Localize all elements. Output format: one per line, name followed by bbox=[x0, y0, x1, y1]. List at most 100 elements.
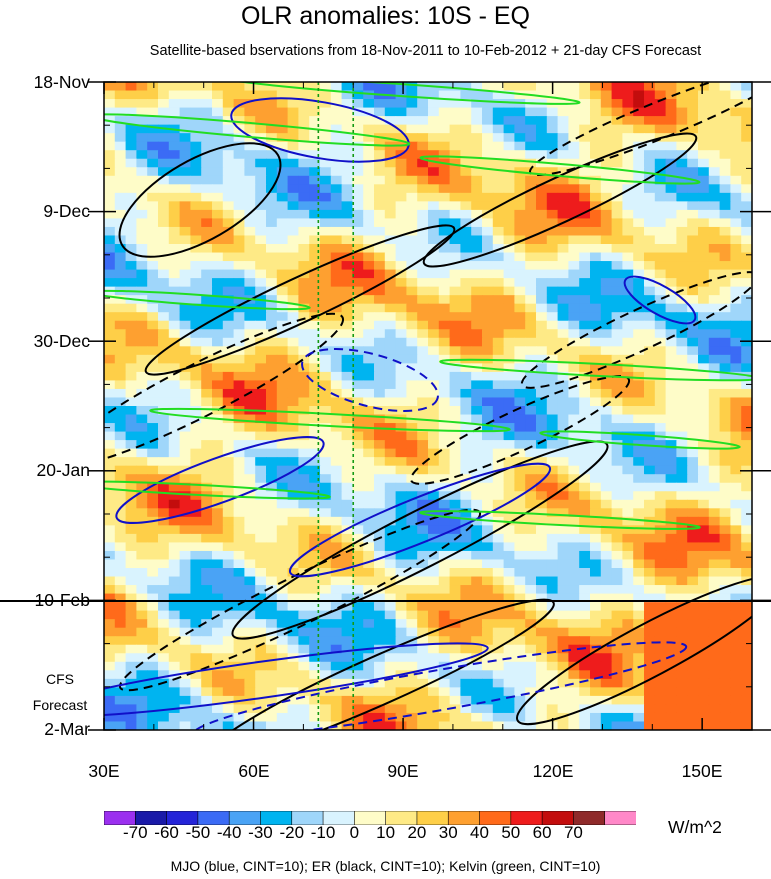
anomaly-cell bbox=[287, 209, 299, 220]
anomaly-cell bbox=[438, 457, 451, 467]
anomaly-cell bbox=[687, 661, 699, 671]
anomaly-cell bbox=[255, 627, 267, 637]
anomaly-cell bbox=[287, 448, 299, 458]
anomaly-cell bbox=[212, 201, 224, 211]
anomaly-cell bbox=[708, 312, 721, 322]
anomaly-cell bbox=[341, 295, 353, 305]
anomaly-cell bbox=[590, 474, 602, 484]
anomaly-cell bbox=[568, 406, 580, 416]
anomaly-cell bbox=[222, 303, 235, 313]
anomaly-cell bbox=[698, 388, 710, 399]
anomaly-cell bbox=[676, 312, 688, 322]
anomaly-cell bbox=[244, 235, 256, 245]
anomaly-cell bbox=[363, 99, 375, 109]
colorbar-tick-label: 10 bbox=[376, 823, 396, 842]
anomaly-cell bbox=[503, 252, 515, 262]
anomaly-cell bbox=[741, 448, 752, 458]
anomaly-cell bbox=[341, 678, 353, 688]
anomaly-cell bbox=[212, 175, 224, 185]
anomaly-cell bbox=[579, 150, 591, 160]
anomaly-cell bbox=[363, 192, 375, 202]
anomaly-cell bbox=[244, 363, 256, 373]
anomaly-cell bbox=[708, 209, 721, 220]
anomaly-cell bbox=[633, 150, 645, 160]
anomaly-cell bbox=[168, 610, 181, 620]
anomaly-cell bbox=[730, 636, 742, 646]
anomaly-cell bbox=[320, 619, 332, 629]
anomaly-cell bbox=[568, 474, 580, 484]
anomaly-cell bbox=[255, 610, 267, 620]
anomaly-cell bbox=[330, 286, 343, 296]
anomaly-cell bbox=[158, 82, 170, 92]
anomaly-cell bbox=[611, 576, 623, 586]
anomaly-cell bbox=[622, 261, 634, 271]
anomaly-cell bbox=[525, 431, 537, 441]
anomaly-cell bbox=[676, 712, 688, 723]
anomaly-cell bbox=[406, 602, 418, 612]
anomaly-cell bbox=[276, 158, 289, 168]
anomaly-cell bbox=[536, 431, 548, 441]
anomaly-cell bbox=[136, 593, 148, 603]
anomaly-cell bbox=[644, 295, 656, 305]
anomaly-cell bbox=[158, 414, 170, 424]
anomaly-cell bbox=[665, 516, 677, 526]
anomaly-cell bbox=[104, 346, 116, 356]
anomaly-cell bbox=[449, 627, 461, 637]
anomaly-cell bbox=[654, 184, 667, 194]
anomaly-cell bbox=[730, 610, 742, 620]
anomaly-cell bbox=[460, 380, 472, 390]
anomaly-cell bbox=[352, 721, 364, 730]
anomaly-cell bbox=[719, 585, 731, 595]
anomaly-cell bbox=[460, 610, 472, 620]
anomaly-cell bbox=[568, 167, 580, 177]
anomaly-cell bbox=[428, 457, 440, 467]
anomaly-cell bbox=[298, 278, 310, 288]
anomaly-cell bbox=[363, 235, 375, 245]
anomaly-cell bbox=[665, 116, 677, 126]
anomaly-cell bbox=[708, 337, 721, 347]
anomaly-cell bbox=[255, 457, 267, 467]
anomaly-cell bbox=[568, 235, 580, 245]
anomaly-cell bbox=[698, 175, 710, 185]
anomaly-cell bbox=[514, 397, 526, 407]
anomaly-cell bbox=[136, 303, 148, 313]
anomaly-cell bbox=[330, 269, 343, 279]
anomaly-cell bbox=[719, 235, 731, 245]
anomaly-cell bbox=[374, 150, 386, 160]
anomaly-cell bbox=[654, 423, 667, 433]
anomaly-cell bbox=[719, 627, 731, 637]
anomaly-cell bbox=[266, 320, 278, 330]
anomaly-cell bbox=[698, 312, 710, 322]
anomaly-cell bbox=[698, 712, 710, 723]
anomaly-cell bbox=[255, 593, 267, 603]
anomaly-cell bbox=[298, 610, 310, 620]
anomaly-cell bbox=[341, 175, 353, 185]
anomaly-cell bbox=[158, 448, 170, 458]
anomaly-cell bbox=[114, 252, 127, 262]
anomaly-cell bbox=[719, 116, 731, 126]
anomaly-cell bbox=[546, 568, 559, 578]
anomaly-cell bbox=[471, 261, 483, 271]
anomaly-cell bbox=[579, 244, 591, 254]
anomaly-cell bbox=[309, 525, 321, 535]
anomaly-cell bbox=[104, 499, 116, 509]
anomaly-cell bbox=[536, 244, 548, 254]
anomaly-cell bbox=[417, 559, 429, 569]
anomaly-cell bbox=[503, 363, 515, 373]
anomaly-cell bbox=[309, 141, 321, 151]
anomaly-cell bbox=[298, 602, 310, 612]
anomaly-cell bbox=[719, 269, 731, 279]
anomaly-cell bbox=[125, 244, 137, 254]
anomaly-cell bbox=[244, 150, 256, 160]
anomaly-cell bbox=[579, 278, 591, 288]
anomaly-cell bbox=[514, 610, 526, 620]
anomaly-cell bbox=[374, 499, 386, 509]
anomaly-cell bbox=[158, 141, 170, 151]
anomaly-cell bbox=[190, 457, 202, 467]
anomaly-cell bbox=[665, 150, 677, 160]
anomaly-cell bbox=[525, 269, 537, 279]
anomaly-cell bbox=[233, 499, 245, 509]
anomaly-cell bbox=[568, 593, 580, 603]
anomaly-cell bbox=[384, 354, 397, 364]
anomaly-cell bbox=[374, 644, 386, 654]
